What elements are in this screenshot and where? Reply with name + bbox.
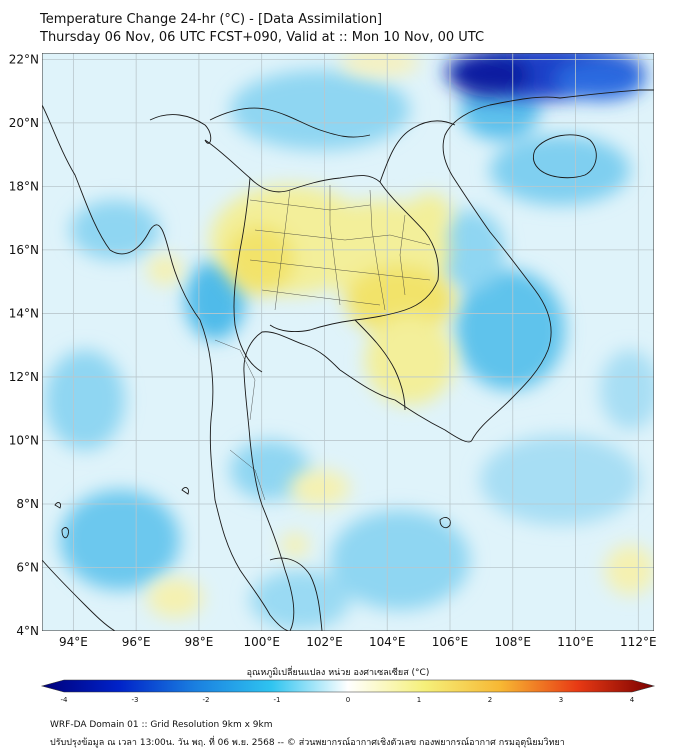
colorbar-tick-label: 4: [630, 696, 635, 704]
province-lines: [214, 185, 431, 501]
indochina-coast: [339, 89, 654, 443]
colorbar-label: อุณหภูมิเปลี่ยนแปลง หน่วย องศาเซลเซียส (…: [246, 668, 430, 678]
gulf-coast-west: [243, 331, 341, 631]
colorbar-tick-label: 3: [559, 696, 563, 704]
thai-border-west: [233, 177, 263, 373]
lon-tick-label: 110°E: [557, 635, 594, 649]
lon-tick-label: 112°E: [620, 635, 657, 649]
footer-line-2: ปรับปรุงข้อมูล ณ เวลา 13:00น. วัน พฤ. ที…: [50, 738, 565, 748]
thai-border-north: [204, 139, 439, 333]
lon-tick-label: 108°E: [495, 635, 532, 649]
lon-tick-label: 96°E: [122, 635, 151, 649]
lat-tick-label: 20°N: [9, 116, 39, 130]
coastlines-borders: [42, 89, 654, 631]
china-border: [209, 107, 371, 138]
lat-tick-label: 14°N: [9, 306, 39, 320]
latitude-axis: 22°N 20°N 18°N 16°N 14°N 12°N 10°N 8°N 6°N 4°N: [9, 52, 39, 638]
lat-tick-label: 18°N: [9, 179, 39, 193]
sumatra-coast: [42, 559, 116, 631]
colorbar-tick-label: 0: [346, 696, 350, 704]
longitude-axis: 94°E 96°E 98°E 100°E 102°E 104°E 106°E 108°E 110…: [59, 635, 657, 649]
lat-tick-label: 6°N: [16, 560, 39, 574]
footer-line-1: WRF-DA Domain 01 :: Grid Resolution 9km …: [50, 720, 273, 730]
colorbar-bar: [40, 679, 656, 693]
colorbar-ticks: -4 -3 -2 -1 0 1 2 3 4: [61, 696, 635, 704]
lat-tick-label: 4°N: [16, 624, 39, 638]
colorbar-tick-label: -2: [203, 696, 210, 704]
colorbar: -4 -3 -2 -1 0 1 2 3 4: [40, 679, 656, 704]
cool-patches: [45, 70, 654, 630]
myanmar-north-border: [149, 114, 212, 144]
hainan-island: [532, 134, 597, 179]
colorbar-tick-label: -3: [132, 696, 139, 704]
field-layer: [42, 53, 654, 631]
colorbar-tick-label: -4: [61, 696, 69, 704]
laos-border: [379, 120, 456, 183]
lon-tick-label: 102°E: [306, 635, 343, 649]
cold-core: [445, 53, 645, 100]
colorbar-tick-label: -1: [274, 696, 281, 704]
lat-tick-label: 8°N: [16, 497, 39, 511]
lat-tick-label: 12°N: [9, 370, 39, 384]
graticule: [42, 53, 654, 631]
lat-tick-label: 22°N: [9, 52, 39, 66]
west-coastline: [42, 104, 291, 631]
lon-tick-label: 94°E: [59, 635, 88, 649]
lon-tick-label: 98°E: [184, 635, 213, 649]
lat-tick-label: 10°N: [9, 433, 39, 447]
lon-tick-label: 104°E: [369, 635, 406, 649]
lon-tick-label: 106°E: [432, 635, 469, 649]
map-title: Temperature Change 24-hr (°C) - [Data As…: [40, 12, 383, 27]
colorbar-tick-label: 1: [417, 696, 421, 704]
malaysia-border: [269, 557, 323, 631]
map-subtitle: Thursday 06 Nov, 06 UTC FCST+090, Valid …: [40, 30, 485, 45]
cambodia-border: [354, 319, 406, 411]
lat-tick-label: 16°N: [9, 243, 39, 257]
lon-tick-label: 100°E: [243, 635, 280, 649]
colorbar-tick-label: 2: [488, 696, 492, 704]
